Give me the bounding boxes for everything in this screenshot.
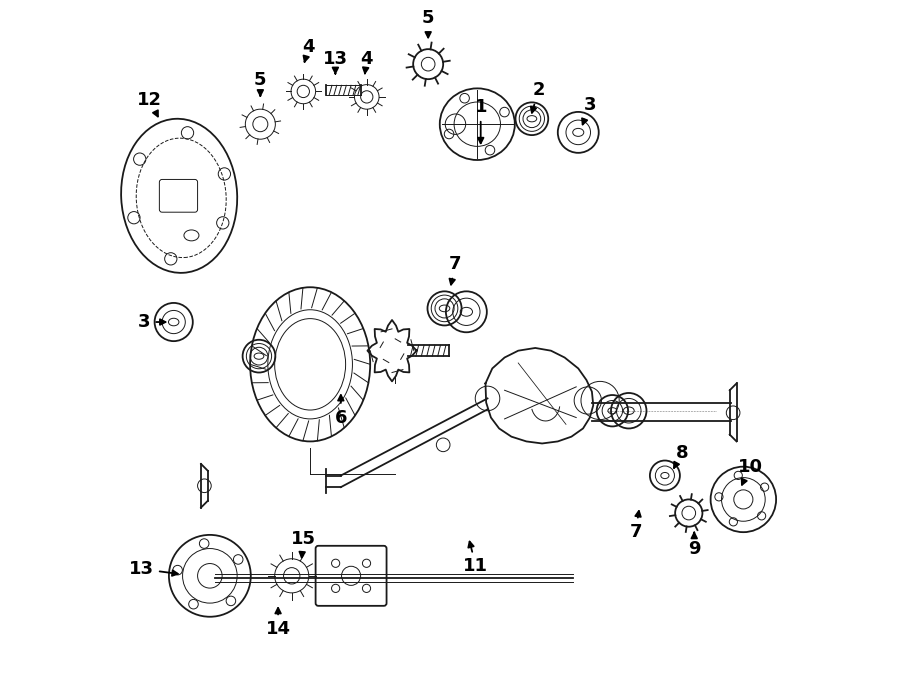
Text: 9: 9 bbox=[688, 533, 700, 558]
Text: 10: 10 bbox=[738, 458, 762, 485]
Text: 12: 12 bbox=[138, 91, 162, 116]
Text: 4: 4 bbox=[302, 38, 315, 62]
Text: 11: 11 bbox=[464, 542, 489, 575]
Text: 8: 8 bbox=[674, 444, 688, 468]
Text: 2: 2 bbox=[531, 81, 544, 113]
Text: 5: 5 bbox=[254, 71, 266, 96]
Text: 4: 4 bbox=[361, 50, 373, 74]
Text: 13: 13 bbox=[129, 560, 178, 578]
Text: 6: 6 bbox=[335, 395, 347, 427]
Text: 3: 3 bbox=[582, 96, 596, 125]
Text: 13: 13 bbox=[323, 50, 348, 74]
Text: 14: 14 bbox=[266, 608, 291, 638]
Text: 5: 5 bbox=[422, 10, 435, 38]
Text: 7: 7 bbox=[629, 511, 642, 541]
Text: 3: 3 bbox=[138, 313, 166, 331]
Text: 15: 15 bbox=[291, 530, 316, 558]
Text: 1: 1 bbox=[474, 98, 487, 143]
Text: 7: 7 bbox=[449, 255, 462, 284]
